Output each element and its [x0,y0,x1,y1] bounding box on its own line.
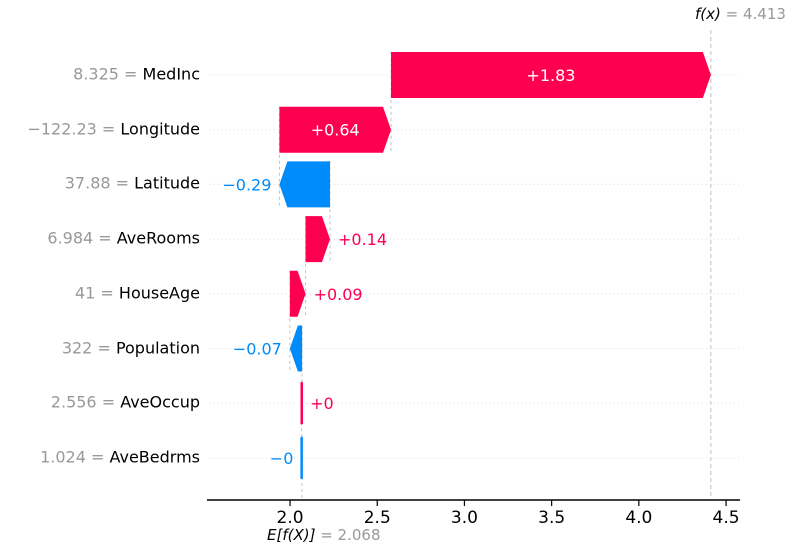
feature-name: Population [115,338,200,358]
x-tick-label: 3.5 [538,508,565,528]
bar-medinc [391,52,711,98]
bar-latitude [279,161,330,208]
bar-value-medinc: +1.83 [526,66,575,85]
feature-value: 2.556 = [50,392,121,412]
feature-value: 6.984 = [47,228,117,248]
x-tick-label: 4.0 [625,508,652,528]
feature-value: 1.024 = [40,447,110,467]
x-tick-label: 2.0 [277,508,304,528]
bar-value-longitude: +0.64 [311,121,360,140]
x-tick-label: 3.0 [451,508,478,528]
bar-averooms [305,216,330,263]
expected-value-annotation: E[f(X)] = 2.068 [267,526,381,544]
fx-value: = 4.413 [720,5,786,23]
feature-name: AveBedrms [109,447,200,467]
feature-name: Longitude [120,119,200,139]
feature-name: AveRooms [116,228,200,248]
bar-avebedrms [300,436,303,479]
feature-name: HouseAge [118,283,200,303]
feature-label-longitude: −122.23 = Longitude [0,121,200,137]
feature-value: 322 = [61,338,116,358]
bar-value-houseage: +0.09 [314,285,363,304]
fx-symbol: f(x) [695,5,721,23]
expected-value-number: = 2.068 [315,526,381,544]
feature-value: −122.23 = [27,119,121,139]
feature-label-medinc: 8.325 = MedInc [0,64,200,84]
bar-value-averooms: +0.14 [338,230,387,249]
feature-label-averooms: 6.984 = AveRooms [0,228,200,248]
feature-label-aveoccup: 2.556 = AveOccup [0,392,200,412]
feature-name: Latitude [134,174,200,194]
bar-value-population: −0.07 [233,340,282,359]
feature-label-houseage: 41 = HouseAge [0,285,200,301]
bar-value-latitude: −0.29 [222,175,271,194]
bar-longitude [279,106,392,153]
x-tick-label: 4.5 [713,508,740,528]
feature-value: 37.88 = [64,174,135,194]
feature-label-latitude: 37.88 = Latitude [0,176,200,192]
bar-value-avebedrms: −0 [270,449,294,468]
feature-label-avebedrms: 1.024 = AveBedrms [0,447,200,467]
x-tick-label: 2.5 [364,508,391,528]
feature-value: 8.325 = [73,64,143,84]
bar-aveoccup [300,382,303,425]
feature-name: MedInc [142,64,200,84]
fx-annotation: f(x) = 4.413 [695,5,786,23]
feature-label-population: 322 = Population [0,340,200,356]
feature-value: 41 = [74,283,119,303]
bar-value-aveoccup: +0 [310,394,334,413]
bar-houseage [289,270,306,317]
bar-population [289,325,303,372]
expected-value-symbol: E[f(X)] [267,526,316,544]
feature-name: AveOccup [120,392,200,412]
